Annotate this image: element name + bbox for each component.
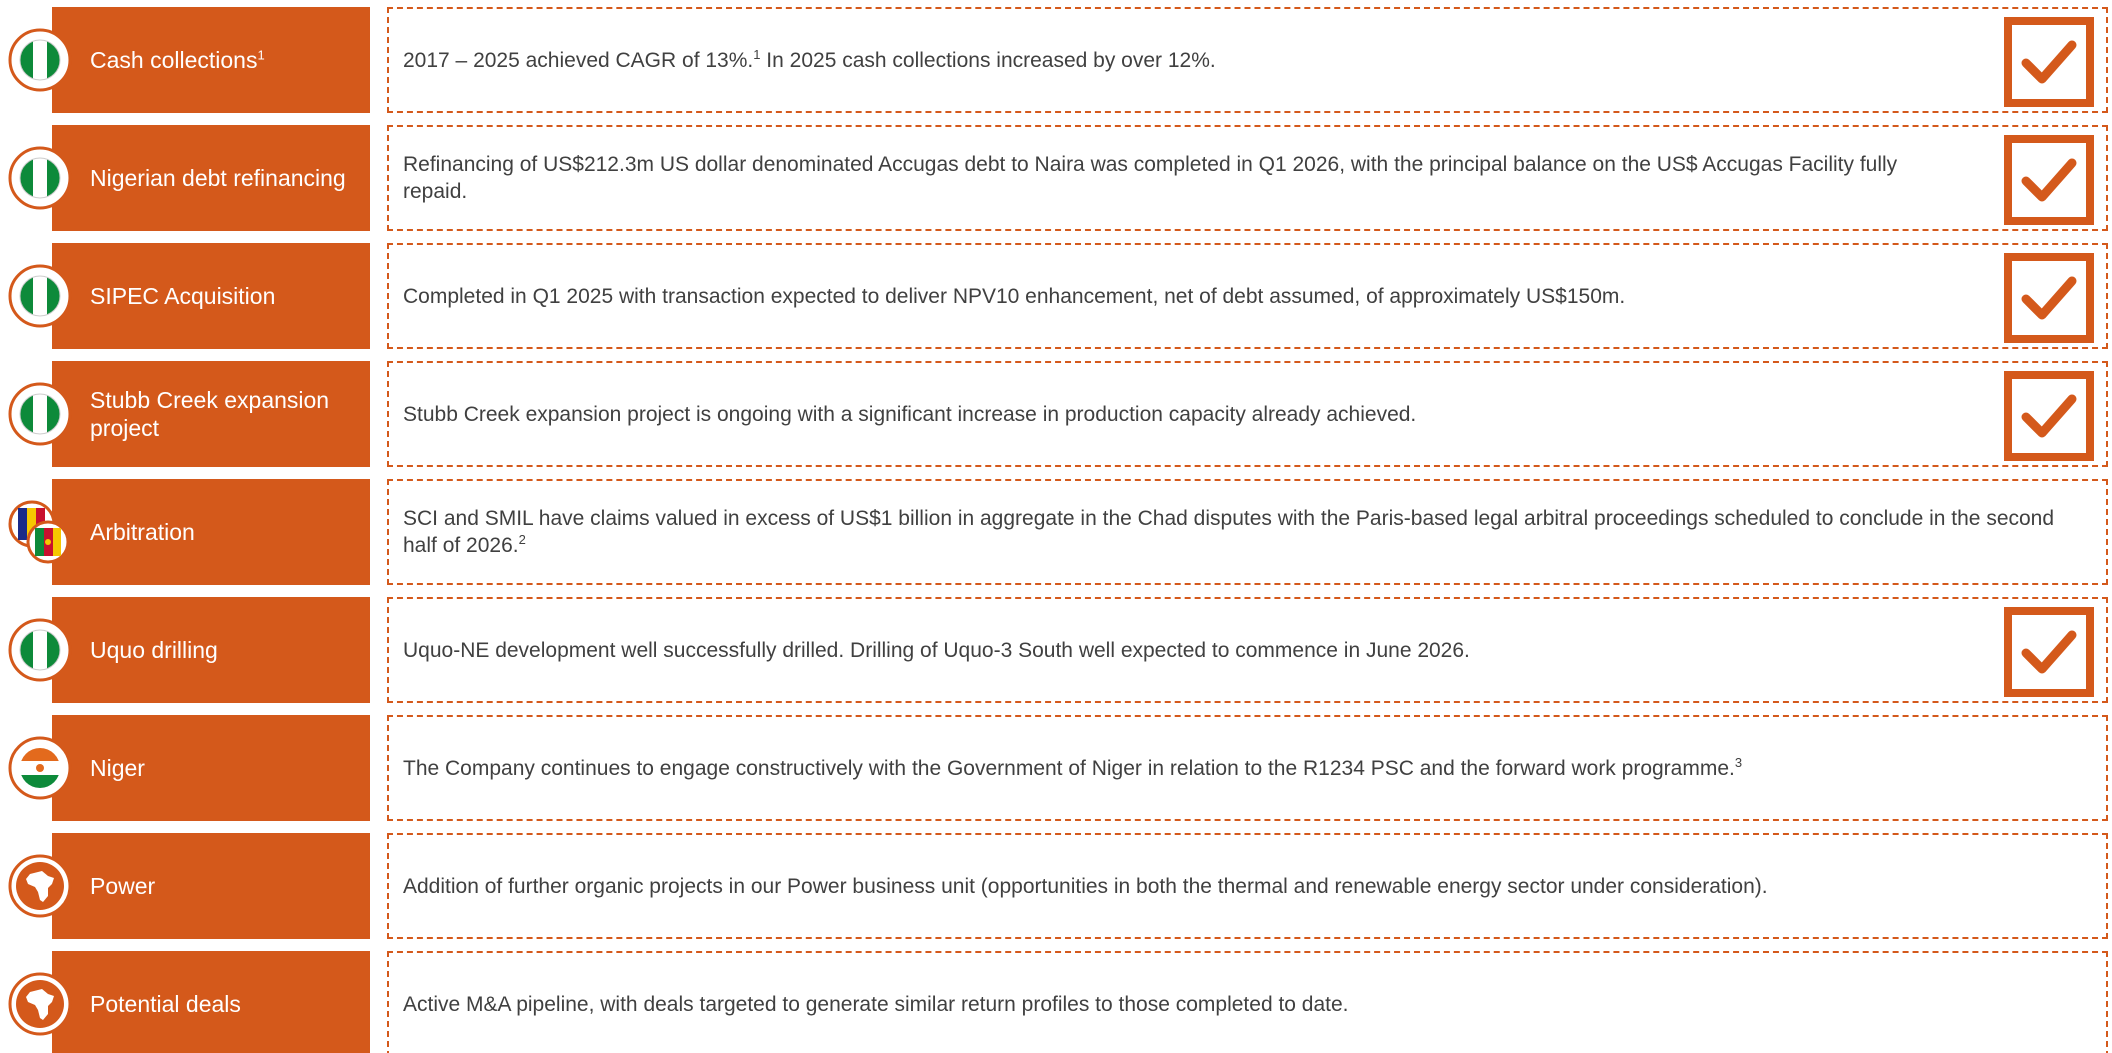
- label-block: Cash collections1: [52, 7, 370, 113]
- description-box: 2017 – 2025 achieved CAGR of 13%.1 In 20…: [387, 7, 2108, 113]
- description-box: SCI and SMIL have claims valued in exces…: [387, 479, 2108, 585]
- description-box: Completed in Q1 2025 with transaction ex…: [387, 243, 2108, 349]
- description: SCI and SMIL have claims valued in exces…: [403, 505, 2090, 559]
- text: Uquo-NE development well successfully dr…: [403, 638, 1470, 662]
- text: Completed in Q1 2025 with transaction ex…: [403, 284, 1626, 308]
- description-box: Addition of further organic projects in …: [387, 833, 2108, 939]
- row: Niger The Company continues to engage con…: [0, 715, 2112, 821]
- text: SCI and SMIL have claims valued in exces…: [403, 507, 2055, 557]
- text: In 2025 cash collections increased by ov…: [760, 48, 1216, 72]
- text: Nigerian debt refinancing: [90, 165, 346, 191]
- row: Nigerian debt refinancing Refinancing of …: [0, 125, 2112, 231]
- text: Potential deals: [90, 991, 241, 1017]
- footnote-ref: 1: [753, 46, 761, 62]
- row: Cash collections1 2017 – 2025 achieved CA…: [0, 7, 2112, 113]
- footnote-ref: 2: [518, 532, 526, 547]
- text: Refinancing of US$212.3m US dollar denom…: [403, 153, 1898, 203]
- description: 2017 – 2025 achieved CAGR of 13%.1 In 20…: [403, 47, 1216, 74]
- description: Active M&A pipeline, with deals targeted…: [403, 991, 1349, 1018]
- footnote-ref: 3: [1734, 754, 1743, 770]
- row: Stubb Creek expansion project Stubb Creek…: [0, 361, 2112, 467]
- row: SIPEC Acquisition Completed in Q1 2025 wi…: [0, 243, 2112, 349]
- label-block: Potential deals: [52, 951, 370, 1053]
- label: Cash collections1: [90, 46, 265, 74]
- description-box: The Company continues to engage construc…: [387, 715, 2108, 821]
- label: Power: [90, 872, 155, 900]
- label: SIPEC Acquisition: [90, 282, 275, 310]
- footnote-ref: 1: [257, 47, 265, 63]
- text: Addition of further organic projects in …: [403, 874, 1768, 898]
- check-mark: [2004, 371, 2094, 461]
- row: Power Addition of further organic project…: [0, 833, 2112, 939]
- description-box: Uquo-NE development well successfully dr…: [387, 597, 2108, 703]
- check-mark: [2004, 253, 2094, 343]
- description: Refinancing of US$212.3m US dollar denom…: [403, 151, 1956, 205]
- flag-icon: [8, 264, 72, 328]
- description-box: Active M&A pipeline, with deals targeted…: [387, 951, 2108, 1053]
- row: Uquo drilling Uquo-NE development well su…: [0, 597, 2112, 703]
- text: Uquo drilling: [90, 637, 218, 663]
- flag-icon: [8, 736, 72, 800]
- label-block: Nigerian debt refinancing: [52, 125, 370, 231]
- check-mark: [2004, 17, 2094, 107]
- flag-icon: [8, 28, 72, 92]
- text: Cash collections: [90, 47, 258, 73]
- description: Stubb Creek expansion project is ongoing…: [403, 401, 1416, 428]
- label-block: SIPEC Acquisition: [52, 243, 370, 349]
- label-block: Arbitration: [52, 479, 370, 585]
- check-mark: [2004, 135, 2094, 225]
- label-block: Stubb Creek expansion project: [52, 361, 370, 467]
- description: Uquo-NE development well successfully dr…: [403, 637, 1470, 664]
- label: Niger: [90, 754, 145, 782]
- flag-icon: [8, 146, 72, 210]
- label: Arbitration: [90, 518, 195, 546]
- description-box: Stubb Creek expansion project is ongoing…: [387, 361, 2108, 467]
- text: Niger: [90, 755, 145, 781]
- check-mark: [2004, 607, 2094, 697]
- label: Uquo drilling: [90, 636, 218, 664]
- text: SIPEC Acquisition: [90, 283, 276, 309]
- label: Nigerian debt refinancing: [90, 164, 346, 192]
- row: Arbitration SCI and SMIL have claims valu…: [0, 479, 2112, 585]
- row: Potential deals Active M&A pipeline, with…: [0, 951, 2112, 1053]
- text: 2017 – 2025 achieved CAGR of 13%.: [403, 48, 754, 72]
- flag-icon: [8, 500, 70, 564]
- label: Stubb Creek expansion project: [90, 386, 356, 442]
- description: Addition of further organic projects in …: [403, 873, 1768, 900]
- flag-icon: [8, 618, 72, 682]
- flag-icon: [8, 382, 72, 446]
- description-box: Refinancing of US$212.3m US dollar denom…: [387, 125, 2108, 231]
- text: Active M&A pipeline, with deals targeted…: [403, 992, 1349, 1016]
- text: The Company continues to engage construc…: [403, 756, 1735, 780]
- flag-icon: [8, 854, 72, 918]
- text: Stubb Creek expansion project: [90, 387, 330, 441]
- flag-icon: [8, 972, 72, 1036]
- label: Potential deals: [90, 990, 241, 1018]
- label-block: Uquo drilling: [52, 597, 370, 703]
- text: Arbitration: [90, 519, 195, 545]
- label-block: Power: [52, 833, 370, 939]
- text: Stubb Creek expansion project is ongoing…: [403, 402, 1417, 426]
- label-block: Niger: [52, 715, 370, 821]
- text: Power: [90, 873, 156, 899]
- description: The Company continues to engage construc…: [403, 755, 1742, 782]
- description: Completed in Q1 2025 with transaction ex…: [403, 283, 1625, 310]
